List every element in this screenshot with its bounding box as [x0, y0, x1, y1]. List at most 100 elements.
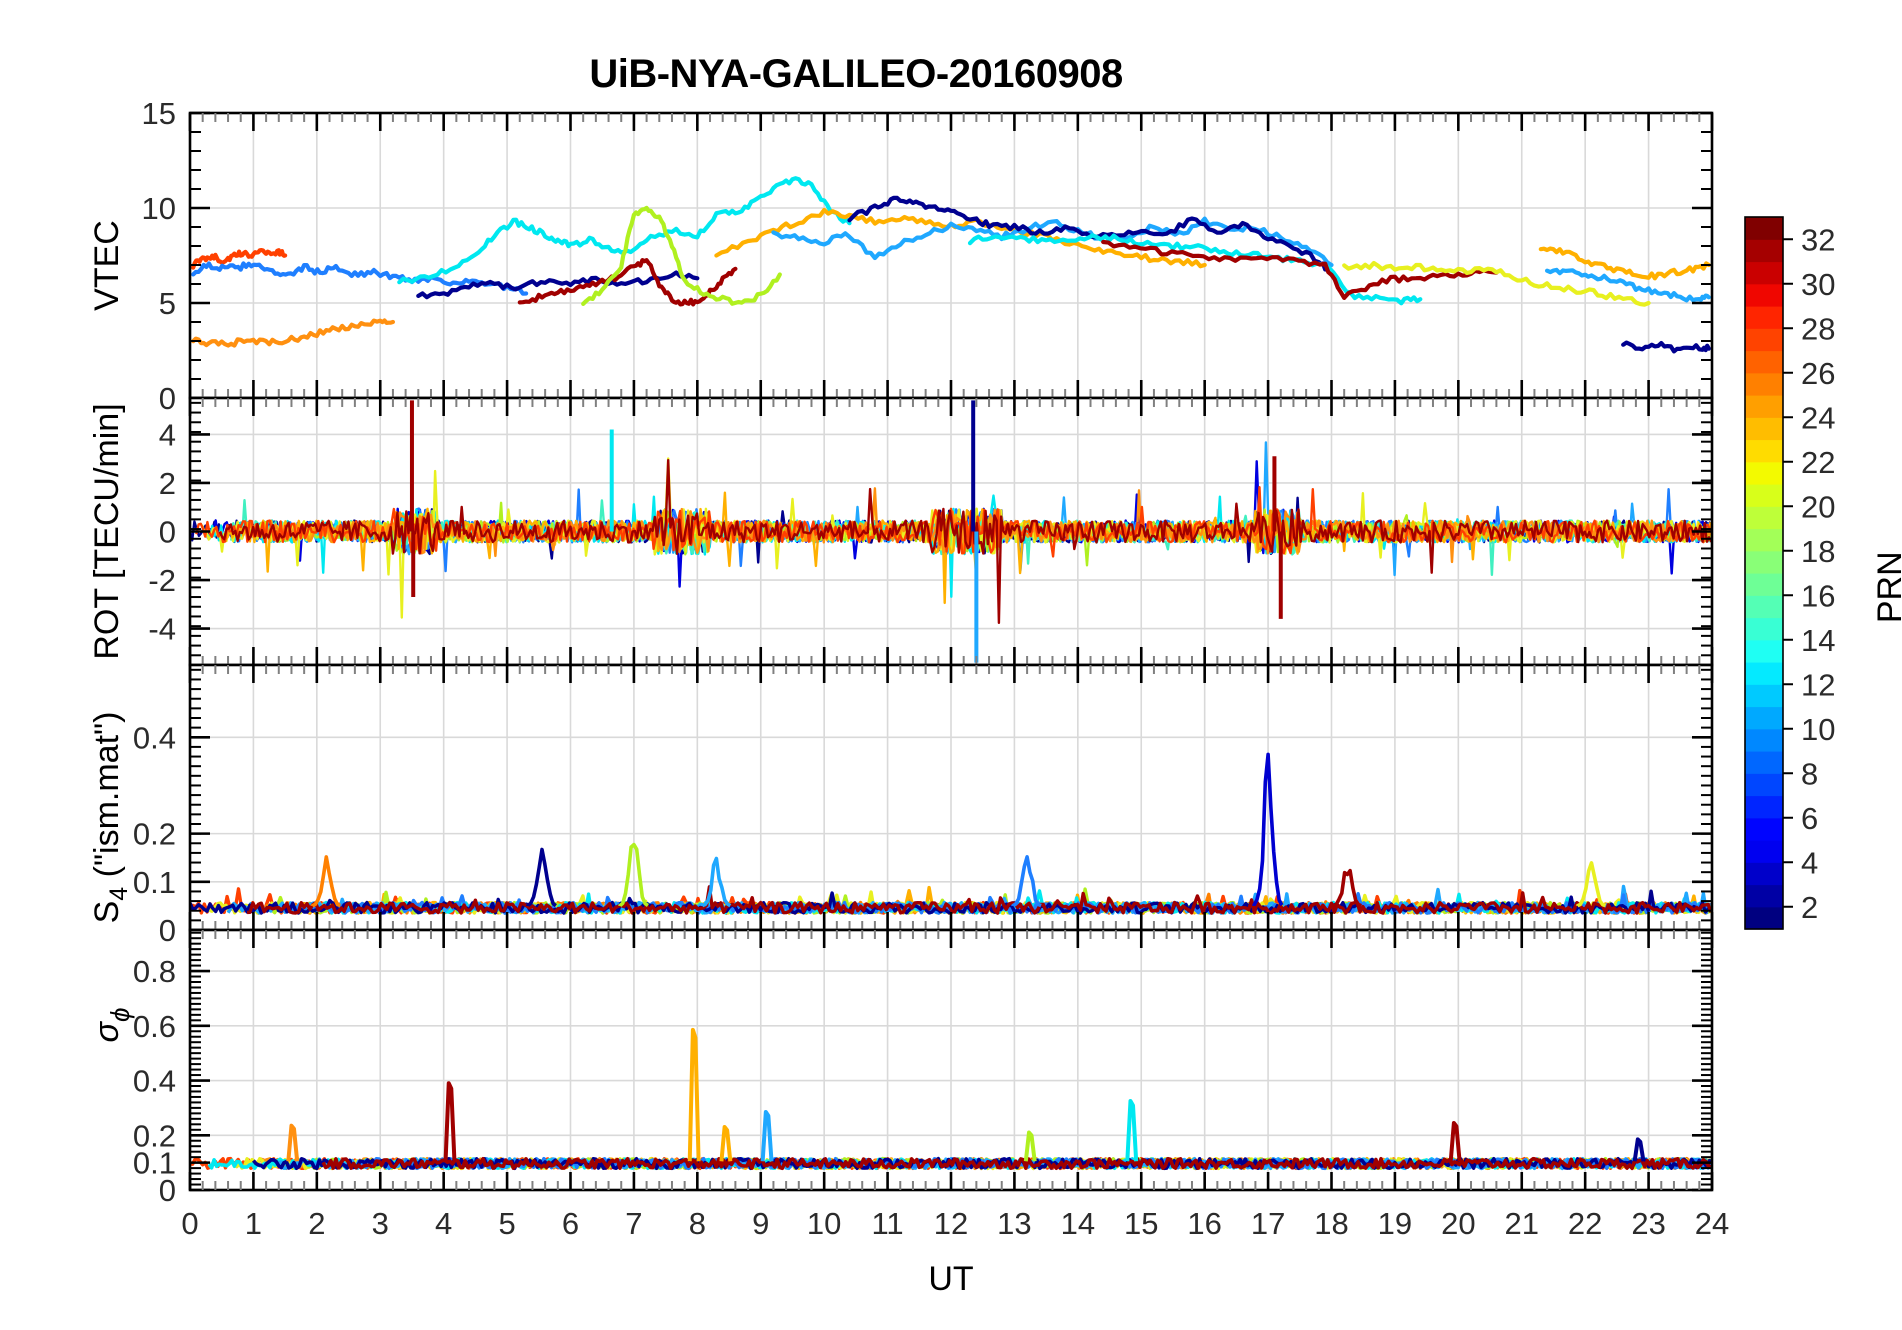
sigmaphi-spike — [286, 1123, 300, 1162]
colorbar-tick-label: 16 — [1801, 578, 1835, 613]
colorbar-swatch — [1745, 840, 1783, 863]
colorbar-swatch — [1745, 239, 1783, 263]
colorbar-swatch — [1745, 639, 1783, 663]
y-axis-label-sigmaphi: σϕ — [88, 1008, 135, 1043]
s4-peak — [618, 842, 649, 908]
colorbar-swatch — [1745, 550, 1783, 574]
panel-1: 0 5 10 15 — [142, 96, 1714, 416]
s4-peak — [1011, 855, 1042, 908]
colorbar-tick-label: 10 — [1801, 712, 1835, 747]
vtec-trace — [191, 318, 395, 348]
y-tick-label: 15 — [142, 96, 176, 131]
vtec-trace — [1538, 246, 1711, 281]
sigmaphi-spike — [1448, 1120, 1462, 1162]
s4-peak — [1575, 861, 1607, 908]
vtec-trace — [1342, 260, 1651, 307]
x-tick-label: 9 — [752, 1206, 769, 1241]
colorbar-title: PRN — [1871, 551, 1902, 623]
colorbar-tick-label: 32 — [1801, 222, 1835, 257]
colorbar-tick-label: 6 — [1801, 801, 1818, 836]
colorbar-tick-label: 28 — [1801, 311, 1835, 346]
y-tick-label: 0.2 — [133, 817, 176, 852]
colorbar-frame — [1744, 216, 1784, 930]
vtec-trace — [1101, 239, 1499, 300]
x-tick-label: 7 — [625, 1206, 642, 1241]
colorbar-swatch — [1745, 283, 1783, 307]
s4-peak — [1331, 868, 1362, 908]
colorbar-swatch — [1745, 817, 1783, 841]
panel-data — [190, 752, 1712, 915]
s4-S: S — [88, 901, 126, 924]
colorbar-swatch — [1745, 728, 1783, 752]
y-tick-label: 2 — [159, 466, 176, 501]
colorbar: 32 30 28 26 24 22 20 18 16 14 12 10 8 6 4 2 PRN — [1744, 216, 1902, 930]
vtec-trace — [191, 261, 529, 296]
x-tick-label: 16 — [1187, 1206, 1221, 1241]
colorbar-swatch — [1745, 328, 1783, 352]
x-tick-label: 12 — [934, 1206, 968, 1241]
colorbar-swatch — [1745, 372, 1783, 396]
panel-2: -4 -2 0 2 4 — [148, 396, 1714, 667]
colorbar-swatch — [1745, 417, 1783, 441]
vtec-trace — [1621, 340, 1711, 354]
x-tick-label: 8 — [689, 1206, 706, 1241]
x-axis-label: UT — [928, 1260, 973, 1298]
x-tick-label: 2 — [308, 1206, 325, 1241]
colorbar-swatch — [1745, 306, 1783, 329]
x-tick-label: 10 — [807, 1206, 841, 1241]
s4-peak — [310, 855, 341, 908]
sigmaphi-spike — [1632, 1137, 1646, 1162]
colorbar-swatch — [1745, 751, 1783, 774]
rot-trace — [247, 487, 1712, 564]
vtec-trace — [191, 248, 288, 270]
x-tick-label: 0 — [181, 1206, 198, 1241]
figure-title: UiB-NYA-GALILEO-20160908 — [589, 52, 1123, 96]
x-tick-label: 17 — [1251, 1206, 1285, 1241]
colorbar-swatch — [1745, 350, 1783, 374]
vtec-trace — [581, 205, 782, 306]
y-tick-label: 0.1 — [133, 1146, 176, 1181]
sigmaphi-spike — [1125, 1099, 1139, 1162]
x-tick-label: 13 — [997, 1206, 1031, 1241]
vtec-trace — [847, 195, 1334, 275]
colorbar-swatch — [1745, 706, 1783, 730]
vtec-trace — [714, 207, 1207, 269]
x-tick-label: 23 — [1631, 1206, 1665, 1241]
colorbar-tick-label: 12 — [1801, 667, 1835, 702]
colorbar-swatch — [1745, 884, 1783, 908]
y-tick-label: 10 — [142, 191, 176, 226]
x-tick-label: 5 — [498, 1206, 515, 1241]
y-tick-label: 4 — [159, 417, 176, 452]
x-tick-label: 15 — [1124, 1206, 1158, 1241]
sigmaphi-spike — [1023, 1130, 1037, 1162]
y-axis-label-sigmaphi-text: σϕ — [88, 1008, 135, 1043]
x-tick-label: 1 — [245, 1206, 262, 1241]
x-tick-label: 3 — [372, 1206, 389, 1241]
colorbar-tick-label: 24 — [1801, 400, 1835, 435]
colorbar-tick-label: 2 — [1801, 890, 1818, 925]
sigmaphi-spike — [760, 1110, 774, 1162]
panel-3: 0 0.1 0.2 0.4 — [133, 663, 1714, 948]
s4-peak — [1252, 752, 1284, 907]
s4-subscript: 4 — [105, 887, 133, 901]
panel-data — [191, 176, 1711, 354]
sigmaphi-trace — [321, 1156, 1712, 1171]
x-tick-label: 24 — [1695, 1206, 1729, 1241]
colorbar-swatch — [1745, 506, 1783, 530]
y-tick-label: 0.1 — [133, 865, 176, 900]
y-tick-label: 0 — [159, 515, 176, 550]
colorbar-swatch — [1745, 395, 1783, 418]
y-tick-label: 0.4 — [133, 720, 176, 755]
colorbar-swatch — [1745, 573, 1783, 596]
sigmaphi-spike — [443, 1081, 457, 1162]
colorbar-tick-label: 26 — [1801, 356, 1835, 391]
colorbar-tick-label: 22 — [1801, 445, 1835, 480]
y-tick-label: 5 — [159, 286, 176, 321]
x-tick-label: 21 — [1505, 1206, 1539, 1241]
colorbar-swatch — [1745, 595, 1783, 619]
y-axis-label-s4: S4 ("ism.mat") — [88, 712, 133, 924]
vtec-trace — [397, 176, 852, 285]
y-axis-label-s4-text: S4 ("ism.mat") — [88, 712, 133, 924]
